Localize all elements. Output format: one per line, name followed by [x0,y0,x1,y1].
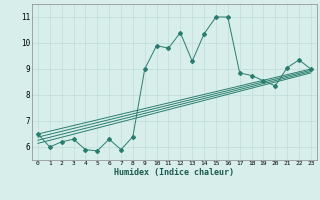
X-axis label: Humidex (Indice chaleur): Humidex (Indice chaleur) [115,168,234,177]
